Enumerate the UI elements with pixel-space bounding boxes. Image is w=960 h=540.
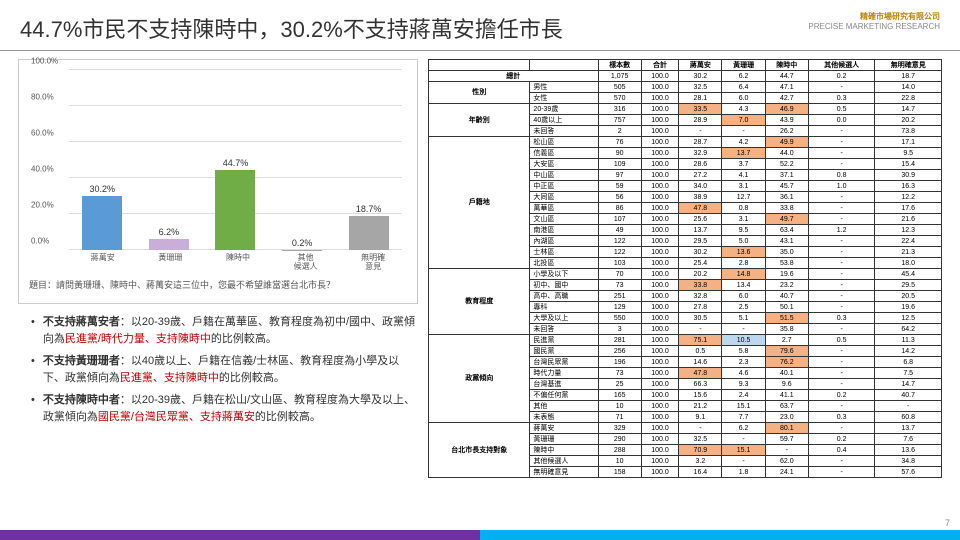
chart-question: 題目：請問黃珊珊、陳時中、蔣萬安這三位中，您最不希望誰當選台北市長？: [29, 280, 407, 292]
analysis-bullets: 不支持蔣萬安者：以20-39歲、戶籍在萬華區、教育程度為初中/國中、政黨傾向為民…: [18, 314, 418, 425]
page-title: 44.7%市民不支持陳時中，30.2%不支持蔣萬安擔任市長: [20, 12, 563, 44]
bar-chart: 0.0%20.0%40.0%60.0%80.0%100.0%30.2%6.2%4…: [18, 59, 418, 304]
divider: [0, 50, 960, 51]
data-table: 樣本數合計蔣萬安黃珊珊陳時中其他候選人無明確意見總計1,075100.030.2…: [428, 59, 942, 478]
page-number: 7: [945, 518, 950, 528]
logo: 精確市場研究有限公司 PRECISE MARKETING RESEARCH: [808, 12, 940, 31]
footer-bar: [0, 530, 960, 540]
